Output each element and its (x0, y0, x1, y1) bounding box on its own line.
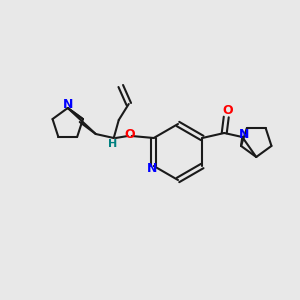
Text: O: O (222, 104, 232, 118)
Text: N: N (147, 163, 157, 176)
Text: N: N (63, 98, 73, 110)
Text: N: N (239, 128, 249, 142)
Text: O: O (124, 128, 135, 142)
Text: H: H (108, 139, 117, 149)
